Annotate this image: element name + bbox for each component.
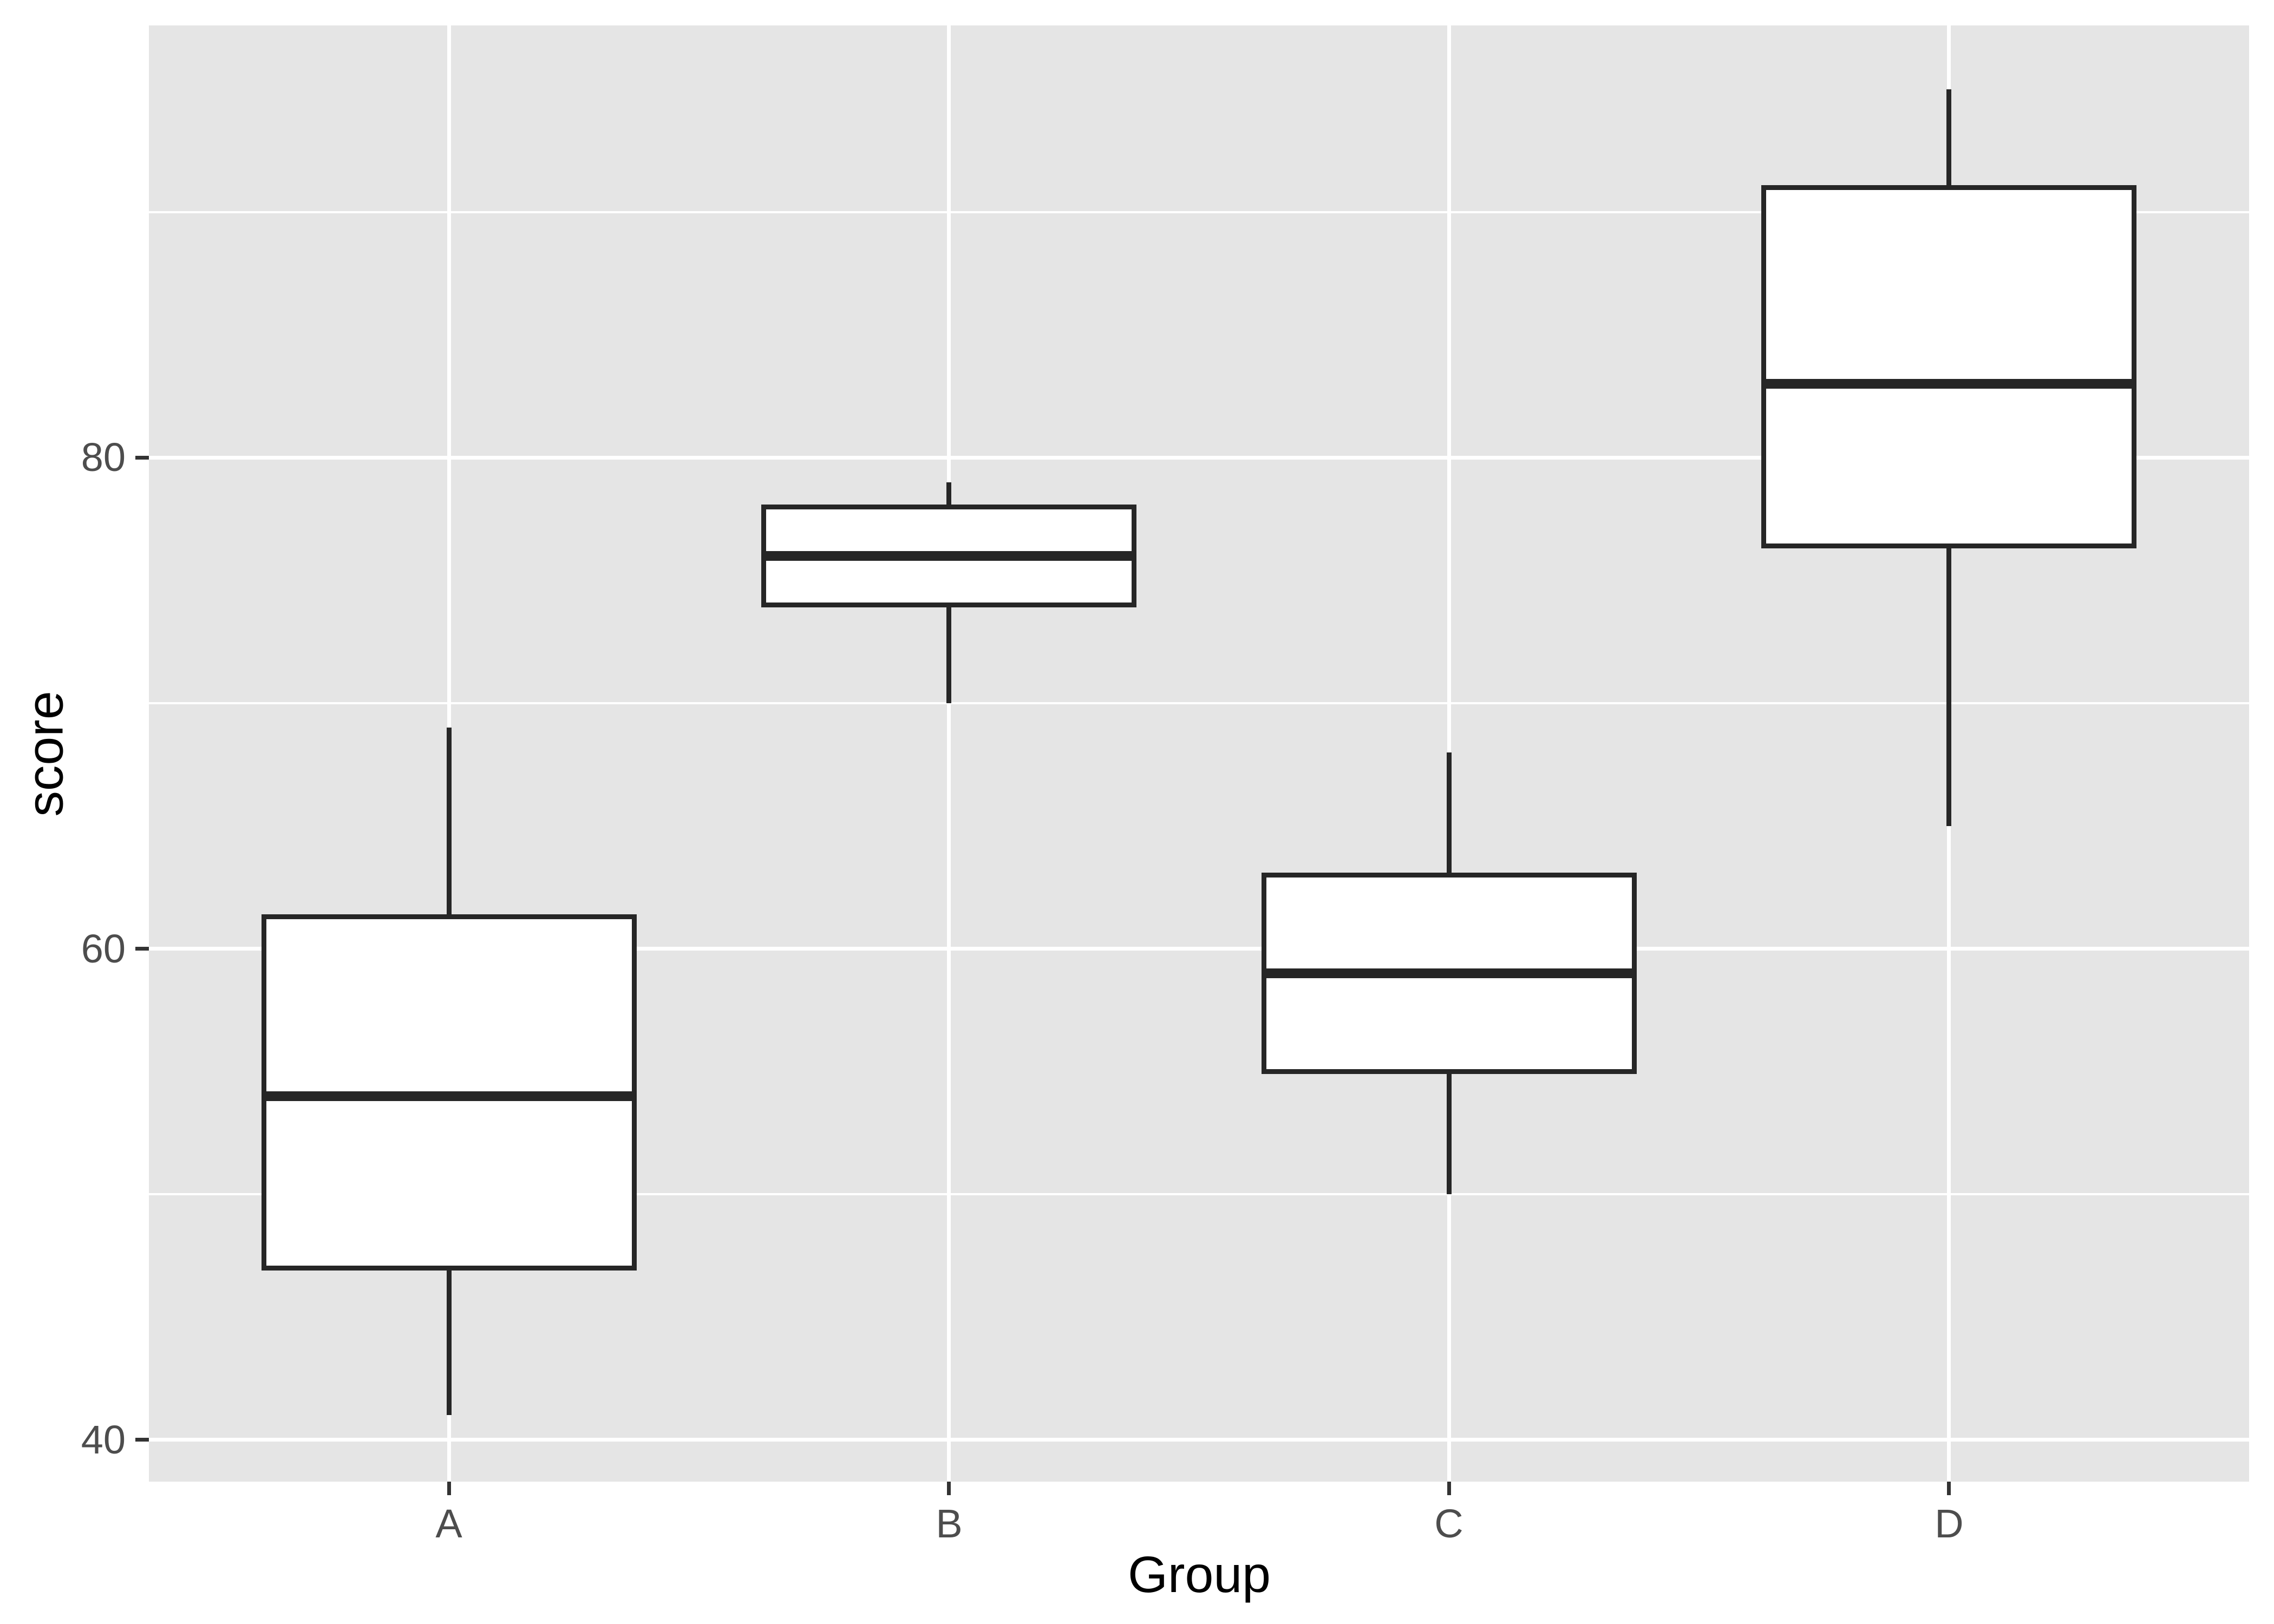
whisker-lower-B [946,605,951,703]
whisker-upper-D [1946,89,1951,187]
median-C [1266,968,1632,978]
y-tick-label-40: 40 [81,1417,126,1462]
gridline-minor-70 [149,702,2249,704]
median-B [766,551,1132,561]
x-tick-label-A: A [435,1501,462,1546]
whisker-lower-D [1946,546,1951,826]
x-axis-tick-C [1447,1482,1451,1495]
x-axis-title: Group [1127,1546,1271,1603]
y-axis-title: score [16,691,74,817]
whisker-lower-C [1447,1071,1452,1194]
gridline-major-80 [149,456,2249,460]
gridline-major-60 [149,947,2249,951]
gridline-category-B [947,25,951,1482]
y-axis-tick-80 [135,456,149,460]
whisker-lower-A [447,1268,452,1415]
median-A [266,1091,632,1101]
y-tick-label-80: 80 [81,435,126,480]
x-tick-label-D: D [1935,1501,1964,1546]
gridline-major-40 [149,1438,2249,1442]
x-axis-tick-A [447,1482,451,1495]
median-D [1766,379,2132,389]
x-axis-tick-B [947,1482,951,1495]
x-tick-label-B: B [936,1501,963,1546]
box-D [1761,185,2136,548]
whisker-upper-C [1447,752,1452,875]
y-axis-tick-60 [135,947,149,951]
x-axis-tick-D [1947,1482,1951,1495]
whisker-upper-A [447,728,452,916]
plot-panel [149,25,2249,1482]
y-tick-label-60: 60 [81,926,126,971]
whisker-upper-B [946,482,951,507]
gridline-minor-90 [149,211,2249,213]
x-tick-label-C: C [1434,1501,1463,1546]
y-axis-tick-40 [135,1438,149,1442]
gridline-minor-50 [149,1193,2249,1195]
